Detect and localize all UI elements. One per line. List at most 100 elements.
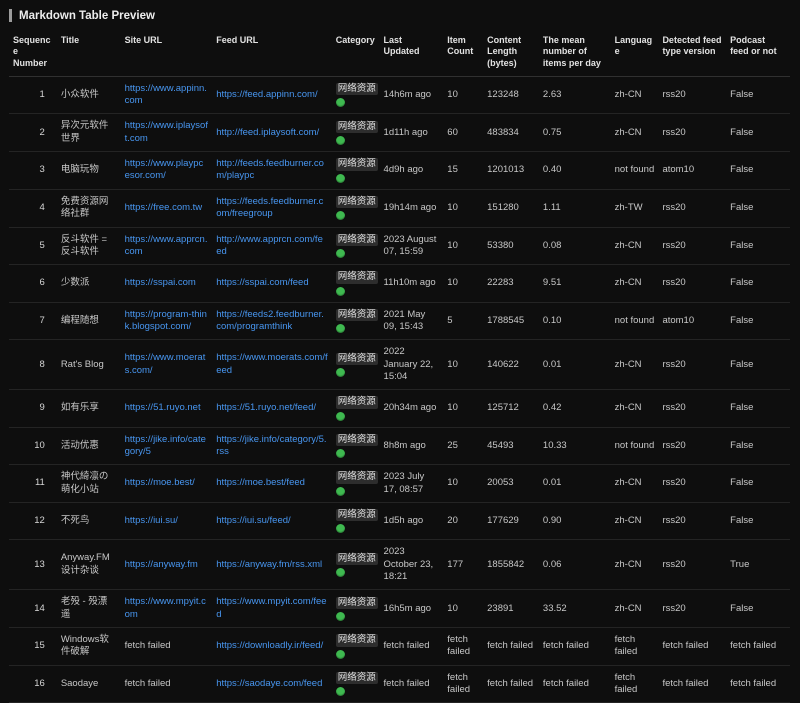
cell-podcast: False (726, 589, 790, 629)
cell-title: 老殁 - 殁漂遥 (56, 589, 121, 629)
feed-url-link[interactable]: https://www.moerats.com/feed (216, 352, 328, 376)
feed-url-link[interactable]: https://jike.info/category/5.rss (216, 433, 327, 457)
cell-last_updated: 2023 October 23, 18:21 (379, 539, 444, 591)
category-badge: 网络资源 (335, 396, 378, 409)
cell-language: zh-TW (610, 189, 659, 228)
site-url-link[interactable]: https://free.com.tw (124, 201, 203, 213)
cell-seq: 11 (9, 464, 57, 503)
cell-podcast: False (726, 464, 790, 503)
feed-url-link[interactable]: https://feeds2.feedburner.com/programthi… (216, 308, 324, 332)
cell-language: zh-CN (610, 539, 659, 591)
status-dot-icon (335, 524, 345, 534)
feed-url-link[interactable]: http://feeds.feedburner.com/playpc (216, 158, 324, 182)
cell-podcast: False (726, 264, 790, 303)
site-url-link[interactable]: https://www.iplaysoft.com (124, 120, 208, 144)
cell-feed_url: https://feeds.feedburner.com/freegroup (212, 189, 332, 228)
column-header-content_length: Content Length (bytes) (483, 31, 539, 77)
cell-seq: 6 (9, 264, 57, 303)
site-url-link[interactable]: https://moe.best/ (124, 477, 195, 489)
cell-mean_per_day: 0.90 (538, 502, 611, 541)
cell-feed_url: https://sspai.com/feed (212, 264, 332, 303)
cell-feed_url: https://jike.info/category/5.rss (212, 427, 332, 466)
cell-category: 网络资源 (331, 389, 380, 428)
site-url-link[interactable]: https://www.appinn.com (124, 82, 207, 107)
cell-content_length: 483834 (483, 113, 539, 153)
cell-seq: 14 (9, 589, 57, 629)
cell-item_count: 10 (443, 227, 484, 266)
table-row: 13 Anyway.FM 设计杂谈 https://anyway.fm https:/… (9, 539, 790, 591)
feed-url-link[interactable]: http://feed.iplaysoft.com/ (216, 126, 320, 138)
column-header-item_count: Item Count (443, 31, 484, 77)
cell-content_length: 151280 (483, 189, 539, 228)
site-url-link[interactable]: https://www.apprcn.com (124, 233, 208, 257)
cell-item_count: 10 (443, 464, 484, 503)
cell-feed_url: https://feed.appinn.com/ (212, 76, 332, 115)
cell-content_length: 123248 (483, 76, 539, 115)
table-header-row: Sequence Number Title Site URL Feed URL Cate… (9, 31, 790, 77)
cell-content_length: 53380 (483, 227, 539, 266)
feed-url-link[interactable]: http://www.apprcn.com/feed (216, 233, 323, 257)
site-url-link[interactable]: https://sspai.com (124, 277, 196, 289)
status-dot-icon (335, 687, 345, 697)
cell-site_url: https://www.mpyit.com (120, 589, 213, 629)
feed-url-link[interactable]: https://downloadly.ir/feed/ (216, 640, 324, 652)
site-url-link[interactable]: https://www.moerats.com/ (124, 352, 206, 376)
feed-url-link[interactable]: https://feeds.feedburner.com/freegroup (216, 195, 324, 220)
site-url-link[interactable]: https://www.playpcesor.com/ (124, 158, 204, 182)
cell-content_length: 1855842 (483, 539, 539, 591)
feed-url-link[interactable]: https://www.mpyit.com/feed (216, 596, 327, 620)
site-url-link[interactable]: https://www.mpyit.com (124, 596, 206, 620)
site-url-link[interactable]: https://iui.su/ (124, 514, 178, 526)
cell-site_url: https://anyway.fm (120, 539, 213, 591)
site-url-link[interactable]: https://program-think.blogspot.com/ (124, 308, 207, 332)
cell-item_count: fetch failed (443, 627, 484, 666)
cell-feed_url: https://www.moerats.com/feed (212, 339, 332, 391)
site-url-link[interactable]: https://51.ruyo.net (124, 402, 201, 414)
cell-last_updated: 2022 January 22, 15:04 (379, 339, 444, 391)
status-dot-icon (335, 286, 345, 296)
cell-content_length: 177629 (483, 502, 539, 541)
cell-seq: 16 (9, 665, 57, 703)
cell-seq: 2 (9, 113, 57, 153)
cell-site_url: https://www.moerats.com/ (120, 339, 213, 391)
site-url-link[interactable]: https://anyway.fm (124, 558, 198, 570)
cell-feed_type: rss20 (658, 76, 727, 115)
cell-content_length: 140622 (483, 339, 539, 391)
cell-feed_url: http://feeds.feedburner.com/playpc (212, 151, 332, 190)
cell-seq: 7 (9, 302, 57, 341)
category-badge: 网络资源 (335, 120, 378, 133)
table-row: 5 反斗软件 = 反斗软件 https://www.apprcn.com http:/… (9, 227, 790, 266)
cell-mean_per_day: 0.42 (538, 389, 611, 428)
cell-mean_per_day: 0.01 (538, 464, 611, 503)
cell-last_updated: 19h14m ago (379, 189, 444, 228)
cell-item_count: 10 (443, 589, 484, 629)
site-url-link[interactable]: https://jike.info/category/5 (124, 433, 206, 457)
cell-feed_url: http://www.apprcn.com/feed (212, 227, 332, 266)
table-row: 6 少数派 https://sspai.com https://sspai.com/f… (9, 264, 790, 303)
cell-content_length: fetch failed (483, 627, 539, 666)
cell-item_count: 10 (443, 76, 484, 115)
feed-url-link[interactable]: https://saodaye.com/feed (216, 677, 323, 689)
cell-mean_per_day: 0.08 (538, 227, 611, 266)
cell-podcast: False (726, 151, 790, 190)
cell-site_url: https://www.apprcn.com (120, 227, 213, 266)
table-row: 7 编程随想 https://program-think.blogspot.com/… (9, 302, 790, 341)
feeds-table: Sequence Number Title Site URL Feed URL Cate… (9, 31, 790, 703)
cell-category: 网络资源 (331, 339, 380, 391)
feed-url-link[interactable]: https://feed.appinn.com/ (216, 88, 318, 100)
feed-url-link[interactable]: https://iui.su/feed/ (216, 514, 291, 526)
page-title: Markdown Table Preview (9, 9, 790, 22)
cell-title: 如有乐享 (56, 389, 121, 428)
cell-podcast: False (726, 389, 790, 428)
table-row: 15 Windows软件破解 fetch failed https://downloa… (9, 627, 790, 666)
feed-url-link[interactable]: https://moe.best/feed (216, 477, 305, 489)
cell-mean_per_day: 0.01 (538, 339, 611, 391)
cell-last_updated: 1d11h ago (379, 113, 444, 153)
feed-url-link[interactable]: https://51.ruyo.net/feed/ (216, 402, 317, 414)
feed-url-link[interactable]: https://anyway.fm/rss.xml (216, 558, 323, 570)
cell-mean_per_day: 0.75 (538, 113, 611, 153)
feed-url-link[interactable]: https://sspai.com/feed (216, 277, 309, 289)
category-badge: 网络资源 (335, 352, 378, 365)
cell-language: fetch failed (610, 627, 659, 666)
status-dot-icon (335, 367, 345, 377)
